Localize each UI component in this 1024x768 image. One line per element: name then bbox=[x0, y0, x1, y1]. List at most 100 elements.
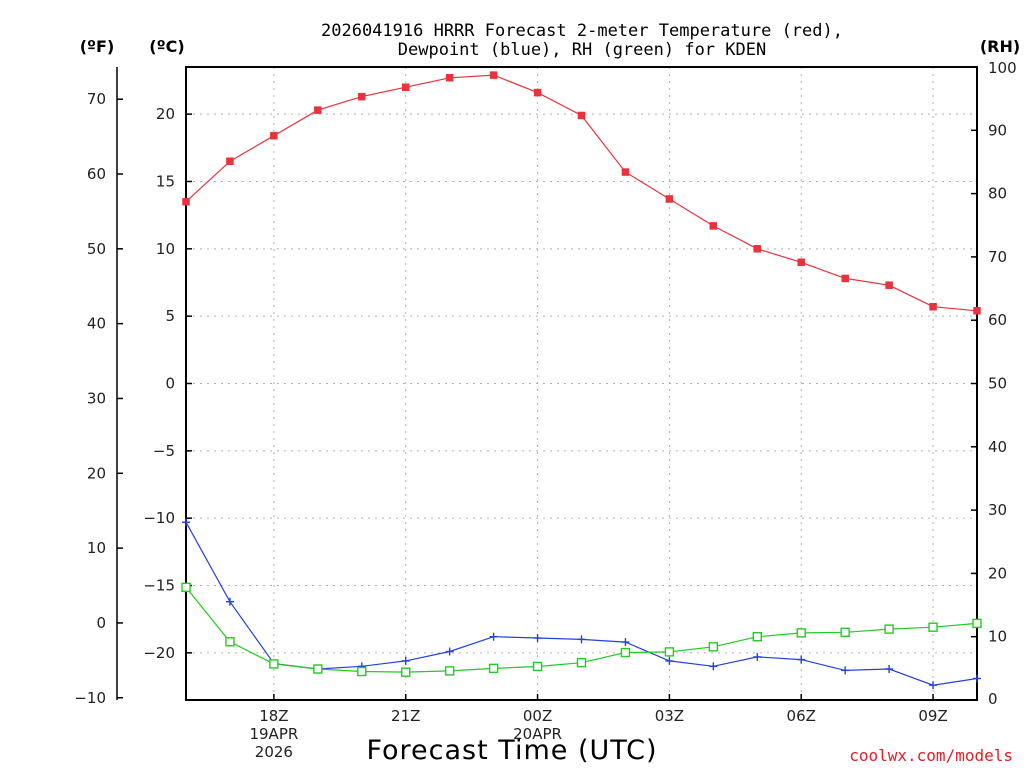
dewpoint-point bbox=[445, 647, 454, 656]
rh-point bbox=[444, 666, 455, 676]
dewpoint-point bbox=[973, 674, 981, 683]
rh-tick-label: 70 bbox=[988, 248, 1007, 266]
rh-tick-label: 10 bbox=[988, 628, 1007, 646]
axes bbox=[116, 66, 978, 701]
temperature-point bbox=[973, 307, 981, 315]
temperature-point bbox=[489, 71, 498, 79]
temperature-point bbox=[885, 281, 893, 289]
x-tick-label: 20APR bbox=[513, 725, 562, 743]
fahrenheit-tick-label: 20 bbox=[87, 464, 106, 482]
rh-point bbox=[269, 659, 279, 669]
temperature-point bbox=[358, 92, 366, 101]
data-series bbox=[181, 71, 982, 690]
rh-point bbox=[313, 664, 323, 674]
dewpoint-point bbox=[533, 634, 542, 643]
celsius-tick-label: −10 bbox=[143, 509, 175, 527]
x-tick-label: 06Z bbox=[787, 707, 816, 725]
temperature-point bbox=[445, 74, 454, 82]
fahrenheit-tick-label: 50 bbox=[87, 240, 106, 258]
rh-tick-label: 30 bbox=[988, 501, 1007, 519]
temperature-point bbox=[314, 106, 322, 114]
dewpoint-point bbox=[797, 655, 806, 664]
temperature-point bbox=[577, 111, 586, 120]
celsius-tick-label: 15 bbox=[156, 172, 175, 190]
temperature-point bbox=[841, 274, 849, 283]
dewpoint-point bbox=[182, 518, 190, 527]
celsius-unit-label: (ºC) bbox=[149, 37, 184, 56]
fahrenheit-tick-label: −10 bbox=[74, 689, 106, 707]
dewpoint-point bbox=[665, 656, 674, 665]
rh-tick-label: 100 bbox=[988, 59, 1017, 77]
rh-tick-label: 80 bbox=[988, 185, 1007, 203]
rh-point bbox=[840, 627, 850, 637]
temperature-point bbox=[709, 222, 718, 230]
temperature-point bbox=[226, 157, 234, 166]
celsius-tick-label: −15 bbox=[143, 577, 175, 595]
celsius-tick-label: 5 bbox=[165, 307, 175, 325]
celsius-tick-label: 0 bbox=[165, 375, 175, 393]
temperature-point bbox=[753, 245, 762, 253]
fahrenheit-tick-label: 10 bbox=[87, 539, 106, 557]
temperature-point bbox=[533, 88, 542, 97]
temperature-point bbox=[401, 83, 410, 91]
rh-tick-label: 50 bbox=[988, 375, 1007, 393]
dewpoint-point bbox=[577, 635, 586, 644]
rh-tick-label: 0 bbox=[988, 690, 998, 708]
temperature-point bbox=[182, 197, 190, 206]
rh-point bbox=[225, 637, 235, 647]
rh-tick-label: 90 bbox=[988, 121, 1007, 139]
temperature-line bbox=[185, 74, 978, 312]
fahrenheit-tick-label: 30 bbox=[87, 389, 106, 407]
fahrenheit-tick-label: 60 bbox=[87, 165, 106, 183]
celsius-tick-label: 10 bbox=[156, 240, 175, 258]
rh-point bbox=[181, 582, 191, 593]
x-tick-label: 18Z bbox=[259, 707, 288, 725]
rh-point bbox=[708, 642, 719, 652]
x-tick-label: 2026 bbox=[255, 743, 293, 761]
dewpoint-point bbox=[401, 656, 410, 665]
dewpoint-point bbox=[885, 665, 894, 674]
rh-point bbox=[664, 647, 675, 657]
grid-lines bbox=[186, 67, 977, 700]
x-tick-label: 21Z bbox=[391, 707, 420, 725]
dewpoint-point bbox=[753, 652, 762, 661]
x-tick-label: 19APR bbox=[249, 725, 298, 743]
rh-unit-label: (RH) bbox=[980, 37, 1020, 56]
temperature-point bbox=[270, 131, 278, 140]
x-axis-label: Forecast Time (UTC) bbox=[366, 735, 657, 766]
x-tick-label: 03Z bbox=[655, 707, 684, 725]
celsius-tick-label: −20 bbox=[143, 644, 175, 662]
dewpoint-point bbox=[841, 666, 850, 675]
x-tick-label: 00Z bbox=[523, 707, 552, 725]
temperature-point bbox=[665, 195, 674, 203]
rh-point bbox=[532, 661, 543, 672]
temperature-point bbox=[797, 258, 805, 267]
celsius-tick-label: 20 bbox=[156, 105, 175, 123]
rh-tick-label: 20 bbox=[988, 564, 1007, 582]
dewpoint-point bbox=[709, 662, 718, 671]
fahrenheit-tick-label: 0 bbox=[96, 614, 106, 632]
fahrenheit-tick-label: 70 bbox=[87, 90, 106, 108]
rh-point bbox=[752, 632, 762, 642]
rh-tick-label: 60 bbox=[988, 311, 1007, 329]
fahrenheit-tick-label: 40 bbox=[87, 315, 106, 333]
temperature-point bbox=[929, 302, 937, 311]
dewpoint-point bbox=[621, 638, 630, 647]
rh-point bbox=[928, 622, 938, 632]
rh-point bbox=[488, 663, 499, 674]
tick-labels: −10 0 10 20 30 40 50 60 70 −20 −15 −10 −5 0 5 10 15 20 0 10… bbox=[74, 59, 1016, 761]
chart-title-line2: Dewpoint (blue), RH (green) for KDEN bbox=[398, 40, 766, 60]
dewpoint-point bbox=[489, 632, 498, 641]
celsius-tick-label: −5 bbox=[153, 442, 175, 460]
rh-tick-label: 40 bbox=[988, 438, 1007, 456]
chart-title-line1: 2026041916 HRRR Forecast 2-meter Tempera… bbox=[321, 21, 843, 41]
temperature-point bbox=[621, 168, 630, 176]
x-tick-label: 09Z bbox=[918, 707, 947, 725]
rh-point bbox=[620, 647, 631, 658]
rh-point bbox=[884, 624, 894, 634]
fahrenheit-unit-label: (ºF) bbox=[80, 37, 115, 56]
rh-point bbox=[796, 628, 806, 638]
rh-point bbox=[972, 618, 982, 629]
dewpoint-point bbox=[225, 597, 234, 606]
